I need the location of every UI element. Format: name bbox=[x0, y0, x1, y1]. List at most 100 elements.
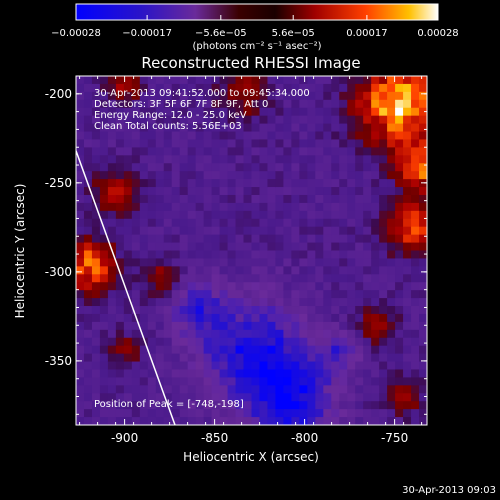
heatmap-cell bbox=[115, 194, 125, 204]
heatmap-cell bbox=[323, 321, 332, 331]
heatmap-cell bbox=[83, 226, 93, 236]
heatmap-cell bbox=[403, 226, 412, 236]
heatmap-cell bbox=[371, 282, 380, 291]
heatmap-cell bbox=[123, 194, 133, 204]
heatmap-cell bbox=[219, 139, 229, 148]
heatmap-cell bbox=[355, 202, 364, 212]
heatmap-cell bbox=[379, 131, 388, 141]
heatmap-cell bbox=[291, 83, 300, 93]
heatmap-cell bbox=[419, 163, 427, 172]
heatmap-cell bbox=[395, 202, 404, 212]
heatmap-cell bbox=[131, 83, 141, 93]
heatmap-cell bbox=[187, 313, 197, 323]
heatmap-cell bbox=[179, 107, 189, 117]
heatmap-cell bbox=[235, 393, 245, 402]
heatmap-cell bbox=[83, 329, 93, 339]
heatmap-cell bbox=[155, 353, 165, 363]
heatmap-cell bbox=[411, 194, 420, 204]
heatmap-cell bbox=[251, 242, 261, 252]
heatmap-cell bbox=[307, 401, 316, 410]
heatmap-cell bbox=[339, 99, 348, 109]
heatmap-cell bbox=[331, 194, 340, 204]
heatmap-cell bbox=[179, 99, 189, 109]
heatmap-cell bbox=[331, 282, 340, 291]
heatmap-cell bbox=[99, 163, 109, 172]
heatmap-cell bbox=[107, 298, 117, 307]
heatmap-cell bbox=[379, 179, 388, 188]
heatmap-cell bbox=[419, 337, 427, 347]
heatmap-cell bbox=[99, 298, 109, 307]
heatmap-cell bbox=[203, 147, 213, 156]
heatmap-cell bbox=[107, 123, 117, 133]
heatmap-cell bbox=[299, 290, 308, 299]
heatmap-cell bbox=[315, 107, 324, 117]
heatmap-cell bbox=[219, 321, 229, 331]
heatmap-cell bbox=[395, 171, 404, 180]
heatmap-cell bbox=[411, 409, 420, 418]
heatmap-cell bbox=[315, 194, 324, 204]
heatmap-cell bbox=[315, 385, 324, 394]
heatmap-cell bbox=[227, 298, 237, 307]
heatmap-cell bbox=[363, 83, 372, 93]
heatmap-cell bbox=[147, 187, 157, 196]
heatmap-cell bbox=[76, 377, 85, 386]
heatmap-cell bbox=[347, 171, 356, 180]
heatmap-cell bbox=[211, 361, 221, 371]
heatmap-cell bbox=[187, 409, 197, 418]
heatmap-cell bbox=[211, 99, 221, 109]
heatmap-cell bbox=[171, 187, 181, 196]
heatmap-cell bbox=[323, 242, 332, 252]
heatmap-cell bbox=[363, 417, 372, 425]
heatmap-cell bbox=[99, 337, 109, 347]
heatmap-cell bbox=[387, 179, 396, 188]
heatmap-cell bbox=[331, 377, 340, 386]
heatmap-cell bbox=[155, 321, 165, 331]
heatmap-cell bbox=[307, 107, 316, 117]
heatmap-cell bbox=[219, 313, 229, 323]
heatmap-cell bbox=[147, 306, 157, 315]
heatmap-cell bbox=[259, 210, 269, 220]
heatmap-cell bbox=[91, 329, 101, 339]
heatmap-cell bbox=[187, 345, 197, 355]
heatmap-cell bbox=[299, 266, 308, 275]
heatmap-cell bbox=[131, 234, 141, 244]
heatmap-cell bbox=[227, 361, 237, 371]
heatmap-cell bbox=[339, 242, 348, 252]
heatmap-cell bbox=[163, 417, 173, 425]
heatmap-cell bbox=[379, 417, 388, 425]
heatmap-cell bbox=[379, 361, 388, 371]
heatmap-cell bbox=[355, 401, 364, 410]
heatmap-cell bbox=[315, 163, 324, 172]
heatmap-cell bbox=[243, 337, 253, 347]
heatmap-cell bbox=[251, 210, 261, 220]
heatmap-cell bbox=[267, 329, 277, 339]
heatmap-cell bbox=[203, 329, 213, 339]
heatmap-cell bbox=[123, 321, 133, 331]
heatmap-cell bbox=[155, 91, 165, 101]
heatmap-cell bbox=[235, 409, 245, 418]
heatmap-cell bbox=[83, 282, 93, 291]
heatmap-cell bbox=[419, 345, 427, 355]
heatmap-cell bbox=[179, 171, 189, 180]
heatmap-cell bbox=[323, 401, 332, 410]
heatmap-cell bbox=[419, 131, 427, 141]
heatmap-cell bbox=[403, 258, 412, 267]
heatmap-cell bbox=[91, 218, 101, 228]
heatmap-cell bbox=[347, 353, 356, 363]
heatmap-cell bbox=[331, 258, 340, 267]
heatmap-cell bbox=[387, 337, 396, 347]
heatmap-cell bbox=[371, 361, 380, 371]
heatmap-cell bbox=[419, 76, 427, 85]
heatmap-cell bbox=[411, 99, 420, 109]
heatmap-cell bbox=[211, 147, 221, 156]
heatmap-cell bbox=[331, 345, 340, 355]
heatmap-cell bbox=[307, 369, 316, 379]
heatmap-cell bbox=[379, 274, 388, 283]
heatmap-cell bbox=[99, 187, 109, 196]
heatmap-cell bbox=[379, 147, 388, 156]
heatmap-cell bbox=[419, 107, 427, 117]
heatmap-cell bbox=[395, 313, 404, 323]
heatmap-cell bbox=[131, 194, 141, 204]
heatmap-cell bbox=[395, 115, 404, 125]
heatmap-cell bbox=[379, 76, 388, 85]
